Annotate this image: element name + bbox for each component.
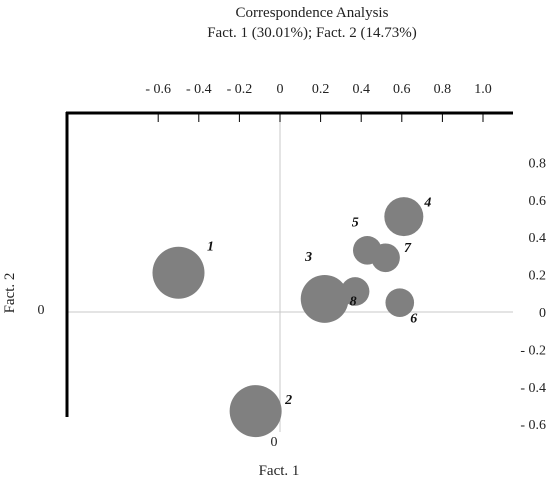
chart-title: Correspondence Analysis (236, 5, 389, 21)
x-tick-label: 1.0 (474, 82, 492, 97)
point-labels: 1 2 3 4 5 6 7 8 (207, 196, 431, 408)
bubble-point-3 (300, 274, 349, 323)
point-label-3: 3 (304, 250, 312, 265)
x-tick-label: 0.2 (312, 82, 330, 97)
point-label-5: 5 (352, 215, 359, 230)
x-tick-label: 0.8 (434, 82, 452, 97)
x-tick-label: 0.6 (393, 82, 411, 97)
point-label-1: 1 (207, 240, 214, 255)
chart-subtitle: Fact. 1 (30.01%); Fact. 2 (14.73%) (207, 25, 417, 41)
y-tick-labels: 0.8 0.6 0.4 0.2 0 - 0.2 - 0.4 - 0.6 (520, 156, 546, 433)
y-tick-label: - 0.2 (520, 343, 546, 358)
bubble-point-1 (152, 246, 205, 299)
bubble-point-7 (371, 243, 400, 273)
y-axis-title: Fact. 2 (2, 273, 18, 314)
x-tick-label: 0.4 (352, 82, 370, 97)
x-zero-label: 0 (271, 435, 278, 450)
x-tick-label: - 0.4 (186, 82, 212, 97)
point-label-7: 7 (404, 241, 412, 256)
y-tick-label: 0.2 (529, 269, 547, 284)
y-tick-label: - 0.6 (520, 418, 546, 433)
y-tick-label: 0.8 (529, 156, 547, 171)
bubble-series (152, 197, 424, 438)
y-tick-label: - 0.4 (520, 381, 546, 396)
x-tick-label: - 0.6 (145, 82, 171, 97)
y-tick-label: 0.4 (529, 231, 547, 246)
x-tick-label: - 0.2 (227, 82, 253, 97)
point-label-6: 6 (410, 312, 417, 327)
x-tick-label: 0 (277, 82, 284, 97)
x-axis-title: Fact. 1 (259, 463, 300, 479)
zero-gridlines (67, 113, 513, 432)
y-zero-label: 0 (38, 303, 45, 318)
bubble-point-6 (385, 288, 415, 317)
bubble-point-8 (340, 277, 370, 306)
x-tick-labels: - 0.6 - 0.4 - 0.2 0 0.2 0.4 0.6 0.8 1.0 (145, 82, 491, 97)
y-tick-label: 0.6 (529, 194, 547, 209)
bubble-point-2 (229, 385, 282, 438)
bubble-point-4 (384, 197, 424, 237)
plot-frame (65, 111, 513, 417)
point-label-8: 8 (350, 294, 357, 309)
y-tick-label: 0 (539, 306, 546, 321)
point-label-2: 2 (284, 393, 292, 408)
point-label-4: 4 (423, 196, 431, 211)
